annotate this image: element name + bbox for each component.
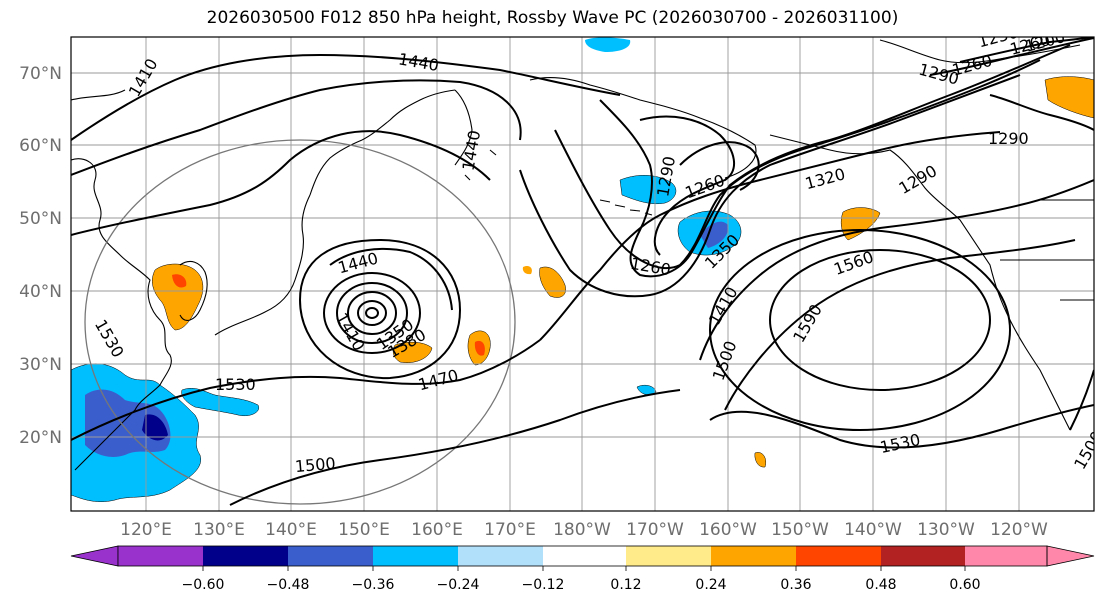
colorbar-tick: −0.36 [352, 577, 395, 593]
lat-label: 70°N [19, 64, 62, 84]
longitude-labels: 120°E 130°E 140°E 150°E 160°E 170°E 180°… [120, 520, 1048, 540]
anomaly-positive-canada [1044, 76, 1094, 119]
colorbar-segment [543, 546, 626, 566]
lon-label: 130°E [193, 520, 245, 540]
colorbar-segment [203, 546, 288, 566]
colorbar-tick: 0.36 [780, 577, 811, 593]
colorbar-tick: −0.24 [437, 577, 480, 593]
anomaly-negative-southchina-deep [142, 414, 168, 441]
anomaly-negative-arctic [585, 37, 631, 52]
lon-label: 120°E [120, 520, 172, 540]
lat-label: 30°N [19, 355, 62, 375]
colorbar-segment [711, 546, 796, 566]
colorbar-tick: 0.48 [865, 577, 896, 593]
lat-label: 20°N [19, 428, 62, 448]
projection-circle [84, 139, 516, 505]
lon-label: 150°W [771, 520, 829, 540]
colorbar-tick: 0.12 [610, 577, 641, 593]
lon-label: 170°W [626, 520, 684, 540]
anomaly-positive-hawaii [754, 452, 766, 468]
map-frame [70, 36, 1095, 512]
colorbar-segment [458, 546, 543, 566]
colorbar-tick: 0.60 [949, 577, 980, 593]
colorbar-segment [118, 546, 203, 566]
anomaly-negative-aleutian [619, 175, 677, 204]
colorbar-segment [288, 546, 373, 566]
colorbar-segment [796, 546, 881, 566]
colorbar-segment [373, 546, 458, 566]
anomaly-negative-kuril [181, 388, 260, 416]
anomaly-positive-pacific-core [474, 340, 485, 356]
colorbar-tick: −0.48 [267, 577, 310, 593]
latitude-labels: 70°N 60°N 50°N 40°N 30°N 20°N [19, 64, 62, 448]
contour-label: 1290 [988, 129, 1029, 148]
colorbar-tick: 0.24 [695, 577, 726, 593]
lon-label: 120°W [990, 520, 1048, 540]
colorbar: −0.60 −0.48 −0.36 −0.24 −0.12 0.12 0.24 … [70, 545, 1095, 593]
lat-label: 60°N [19, 136, 62, 156]
coastlines [71, 39, 1094, 471]
contour-label: 1500 [294, 454, 336, 476]
anomaly-positive-small [522, 265, 532, 275]
colorbar-left-arrow [70, 545, 119, 567]
map-title: 2026030500 F012 850 hPa height, Rossby W… [206, 8, 899, 28]
colorbar-segment [626, 546, 711, 566]
anomaly-negative-gulf-core [700, 221, 729, 248]
height-contours [71, 37, 1094, 506]
colorbar-right-arrow [1046, 545, 1095, 567]
anomaly-positive-dateline [539, 266, 566, 298]
lat-label: 50°N [19, 209, 62, 229]
anomaly-negative-small [636, 384, 657, 395]
anomaly-positive-korea [152, 263, 204, 331]
colorbar-segment [881, 546, 965, 566]
map-area: 1410 1440 1260 1230 1200 1290 1260 1290 … [71, 37, 1094, 511]
colorbar-segment [965, 546, 1047, 566]
anomaly-positive-korea-core [172, 274, 187, 288]
lon-label: 160°W [699, 520, 757, 540]
colorbar-tick: −0.60 [182, 577, 225, 593]
lon-label: 170°E [484, 520, 536, 540]
lon-label: 140°E [265, 520, 317, 540]
colorbar-tick: −0.12 [522, 577, 565, 593]
lat-label: 40°N [19, 282, 62, 302]
lon-label: 130°W [917, 520, 975, 540]
anomaly-positive-midpac [392, 341, 433, 363]
lon-label: 160°E [411, 520, 463, 540]
map-gridlines [71, 37, 1094, 511]
lon-label: 140°W [844, 520, 902, 540]
lon-label: 180°W [553, 520, 611, 540]
lon-label: 150°E [338, 520, 390, 540]
contour-label: 1530 [215, 375, 256, 394]
